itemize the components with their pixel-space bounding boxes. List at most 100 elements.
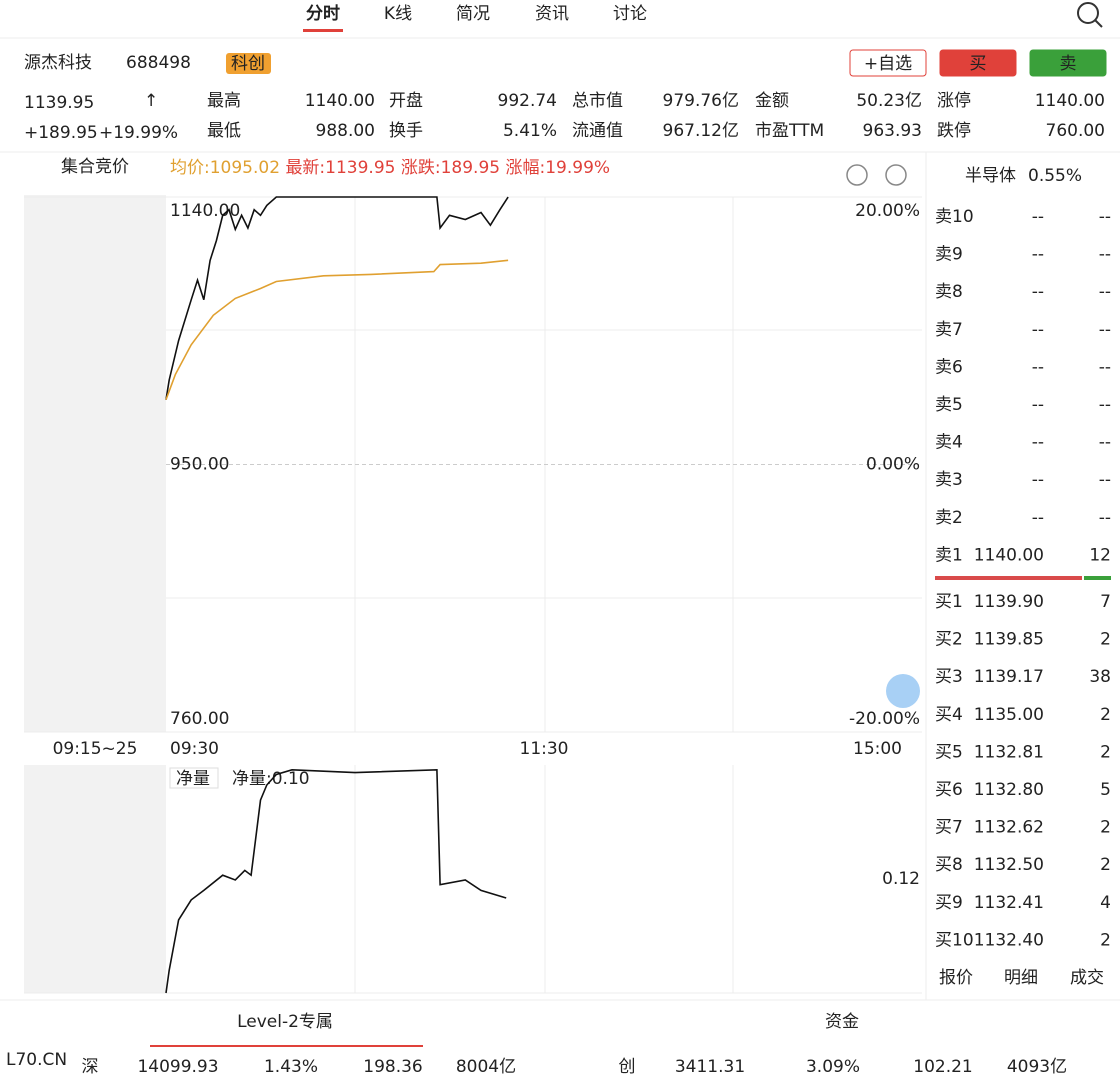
quote-tab[interactable]: 明细 [1004, 968, 1038, 988]
stat-label: 换手 [389, 121, 423, 141]
info-item: 最新:1139.95 [285, 158, 400, 178]
quote-tab[interactable]: 成交 [1070, 968, 1104, 988]
stat-label: 最低 [207, 121, 241, 141]
tab[interactable]: 分时 [306, 4, 340, 24]
settings-icon[interactable] [846, 164, 868, 186]
book-label: 卖7 [935, 320, 963, 340]
volume-value: 净量:0.10 [232, 769, 310, 789]
book-volume: -- [1099, 320, 1111, 340]
volume-selector[interactable] [169, 767, 219, 789]
index-value: 102.21 [913, 1057, 972, 1077]
index-value: 198.36 [363, 1057, 422, 1077]
zoom-icon[interactable] [885, 164, 907, 186]
tab[interactable]: 简况 [456, 4, 490, 24]
stat-value: 963.93 [863, 121, 922, 141]
book-price: -- [1032, 395, 1044, 415]
auction-time: 09:15~25 [53, 739, 138, 759]
action-button[interactable] [849, 49, 927, 77]
y2-tick-label: -20.00% [849, 709, 920, 729]
board-label: 科创 [231, 54, 265, 74]
action-button[interactable] [1029, 49, 1107, 77]
expand-button[interactable] [886, 674, 920, 708]
bottom-tab[interactable]: Level-2专属 [237, 1012, 333, 1032]
stat-value: 5.41% [503, 121, 557, 141]
auction-area [24, 765, 166, 993]
stat-value: 1140.00 [305, 91, 375, 111]
search-icon[interactable] [1077, 2, 1099, 24]
book-price: 1139.17 [974, 667, 1044, 687]
book-volume: 2 [1100, 930, 1111, 950]
book-label: 买2 [935, 630, 963, 650]
tab[interactable]: 讨论 [613, 4, 647, 24]
book-price: -- [1032, 508, 1044, 528]
book-price: 1132.50 [974, 855, 1044, 875]
book-label: 买10 [935, 930, 974, 950]
stat-value: 979.76亿 [663, 91, 739, 111]
book-volume: -- [1099, 207, 1111, 227]
book-price: -- [1032, 207, 1044, 227]
tab[interactable]: 资讯 [535, 4, 569, 24]
book-price: 1135.00 [974, 705, 1044, 725]
info-item: 涨跌:189.95 [401, 158, 506, 178]
stock-code: 688498 [126, 53, 191, 73]
x-tick-label: 09:30 [170, 739, 219, 759]
info-item: 均价:1095.02 [170, 158, 285, 178]
x-tick-label: 15:00 [853, 739, 902, 759]
book-label: 卖2 [935, 508, 963, 528]
book-label: 卖9 [935, 245, 963, 265]
series-line [165, 259, 509, 400]
book-label: 买7 [935, 818, 963, 838]
board-badge [226, 53, 271, 74]
book-volume: 2 [1100, 705, 1111, 725]
book-label: 买8 [935, 855, 963, 875]
book-volume: -- [1099, 357, 1111, 377]
price: 1139.95 [24, 93, 94, 113]
y-tick-label: 760.00 [170, 709, 229, 729]
book-label: 买9 [935, 893, 963, 913]
stat-label: 流通值 [572, 121, 623, 141]
book-volume: -- [1099, 508, 1111, 528]
quote-tab[interactable]: 报价 [939, 968, 973, 988]
action-button[interactable] [939, 49, 1017, 77]
book-ratio-green [1084, 576, 1111, 580]
book-label: 卖8 [935, 282, 963, 302]
bottom-tab-underline [150, 1045, 423, 1047]
book-price: -- [1032, 433, 1044, 453]
action-label[interactable]: +自选 [864, 54, 912, 74]
change-pct: +19.99% [99, 123, 178, 143]
x-tick-label: 11:30 [520, 739, 569, 759]
stat-label: 金额 [755, 91, 789, 111]
tab[interactable]: K线 [384, 4, 412, 24]
book-volume: 12 [1089, 545, 1111, 565]
bottom-tab[interactable]: 资金 [825, 1012, 859, 1032]
index-value: 8004亿 [456, 1057, 516, 1077]
stat-value: 967.12亿 [663, 121, 739, 141]
book-label: 卖3 [935, 470, 963, 490]
book-volume: 4 [1100, 893, 1111, 913]
chart-mode: 集合竞价 [61, 157, 129, 177]
book-volume: -- [1099, 395, 1111, 415]
book-price: 1139.85 [974, 630, 1044, 650]
action-label[interactable]: 买 [970, 54, 987, 74]
book-price: 1132.80 [974, 780, 1044, 800]
book-volume: 5 [1100, 780, 1111, 800]
info-item: 涨幅:19.99% [506, 158, 611, 178]
chart-info: 均价:1095.02 最新:1139.95 涨跌:189.95 涨幅:19.99… [170, 158, 610, 178]
book-price: 1132.40 [974, 930, 1044, 950]
change: +189.95 [24, 123, 98, 143]
book-price: 1132.81 [974, 742, 1044, 762]
stat-value: 1140.00 [1035, 91, 1105, 111]
book-label: 买3 [935, 667, 963, 687]
book-volume: -- [1099, 433, 1111, 453]
book-label: 买5 [935, 742, 963, 762]
book-price: 1140.00 [974, 545, 1044, 565]
action-label[interactable]: 卖 [1060, 54, 1077, 74]
book-price: -- [1032, 470, 1044, 490]
book-volume: 2 [1100, 742, 1111, 762]
stat-label: 涨停 [937, 91, 971, 111]
active-tab-underline [303, 29, 343, 32]
stat-label: 最高 [207, 91, 241, 111]
series-line [165, 196, 509, 400]
